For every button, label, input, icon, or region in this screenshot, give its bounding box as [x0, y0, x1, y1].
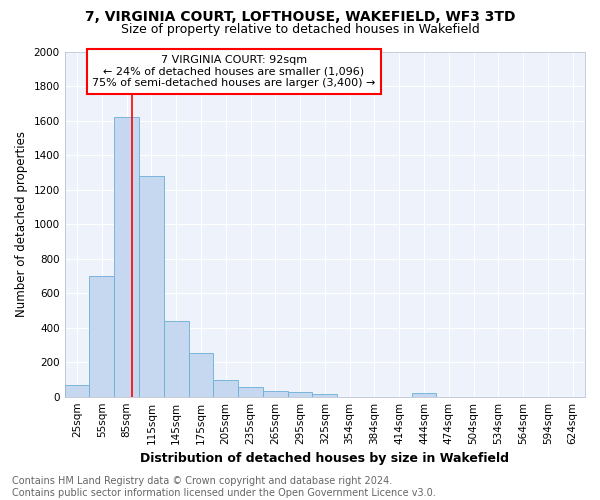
- Bar: [188, 352, 214, 397]
- Bar: [287, 392, 313, 396]
- Bar: [164, 320, 188, 396]
- Bar: [89, 276, 114, 396]
- X-axis label: Distribution of detached houses by size in Wakefield: Distribution of detached houses by size …: [140, 452, 509, 465]
- Bar: [313, 394, 337, 396]
- Text: 7 VIRGINIA COURT: 92sqm
← 24% of detached houses are smaller (1,096)
75% of semi: 7 VIRGINIA COURT: 92sqm ← 24% of detache…: [92, 55, 376, 88]
- Bar: [214, 380, 238, 396]
- Y-axis label: Number of detached properties: Number of detached properties: [15, 131, 28, 317]
- Text: Contains HM Land Registry data © Crown copyright and database right 2024.
Contai: Contains HM Land Registry data © Crown c…: [12, 476, 436, 498]
- Bar: [263, 390, 287, 396]
- Bar: [139, 176, 164, 396]
- Bar: [65, 385, 89, 396]
- Bar: [238, 387, 263, 396]
- Text: 7, VIRGINIA COURT, LOFTHOUSE, WAKEFIELD, WF3 3TD: 7, VIRGINIA COURT, LOFTHOUSE, WAKEFIELD,…: [85, 10, 515, 24]
- Text: Size of property relative to detached houses in Wakefield: Size of property relative to detached ho…: [121, 22, 479, 36]
- Bar: [412, 393, 436, 396]
- Bar: [114, 117, 139, 396]
